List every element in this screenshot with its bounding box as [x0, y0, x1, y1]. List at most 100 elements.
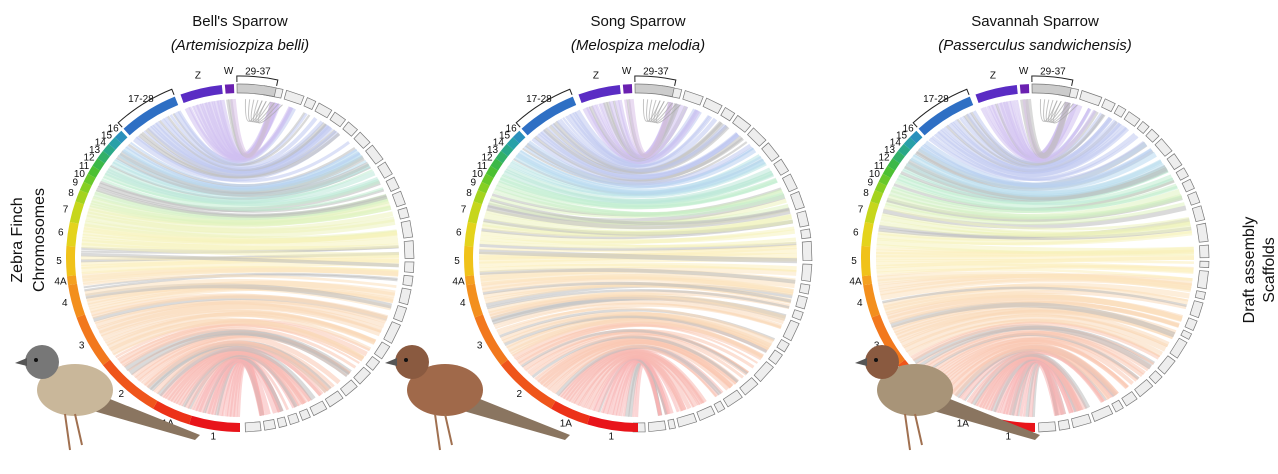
ribbon: [486, 289, 790, 310]
ribbon: [876, 239, 1194, 254]
scaffold: [739, 377, 759, 396]
ribbon: [104, 313, 372, 351]
ribbon: [932, 338, 1129, 389]
chromosome: [512, 130, 526, 144]
chromosome-label: 4A: [452, 276, 465, 287]
ribbon: [881, 212, 1191, 235]
panel-species: (Melospiza melodia): [571, 37, 705, 54]
ribbon: [257, 100, 283, 124]
bird-tail: [460, 395, 570, 440]
chromosome-label: 3: [79, 340, 85, 351]
chromosome: [68, 283, 85, 318]
scaffold: [377, 161, 393, 179]
chromosome: [102, 359, 158, 409]
chromosome-label: 8: [68, 188, 74, 199]
ribbon: [526, 140, 757, 189]
ribbon: [529, 333, 744, 379]
chromosome: [897, 143, 911, 157]
scaffold: [647, 420, 667, 433]
bird-body: [877, 364, 953, 416]
scaffold: [1187, 191, 1201, 206]
scaffold: [761, 142, 780, 162]
chromosome-label: 12: [879, 153, 891, 164]
scaffold: [287, 412, 300, 426]
ribbon: [889, 189, 1183, 220]
chromosome-label: 7: [461, 204, 467, 215]
chromosome-label: 1A: [560, 419, 573, 430]
ribbon: [911, 321, 1160, 362]
chromosome-label: 9: [73, 178, 79, 189]
ribbon: [502, 173, 778, 208]
ribbon: [921, 330, 1144, 378]
chromosome: [903, 137, 917, 150]
bird-illustration: [15, 345, 200, 451]
scaffold: [682, 90, 704, 106]
chromosome: [114, 130, 128, 144]
ribbon: [651, 99, 673, 123]
chromosome-label: 13: [884, 145, 896, 156]
chromosome-label: 29-37: [245, 67, 271, 78]
scaffold: [1091, 405, 1114, 422]
chromosome-label: 15: [499, 130, 511, 141]
chromosome: [87, 165, 101, 179]
chromosome: [864, 201, 879, 224]
ribbon: [140, 131, 341, 179]
scaffold: [776, 339, 790, 353]
scaffold: [353, 131, 371, 149]
chromosome-label: 16: [506, 124, 518, 135]
ribbon: [94, 301, 382, 333]
ribbon: [907, 159, 1168, 201]
ribbon: [881, 284, 1189, 302]
scaffold: [309, 400, 328, 417]
bird-body: [37, 364, 113, 416]
chromosome: [464, 275, 476, 286]
chromosome: [551, 400, 590, 425]
ribbon: [913, 153, 1163, 195]
chromosome: [500, 359, 556, 409]
chromosome: [102, 143, 116, 157]
ribbon: [655, 100, 681, 124]
ribbon: [157, 345, 316, 401]
chromosome-label: 15: [896, 130, 908, 141]
chromosome: [975, 84, 1018, 103]
ribbon: [109, 318, 365, 360]
chromosome-label: 4A: [849, 276, 862, 287]
ribbon: [81, 242, 399, 258]
ribbon: [877, 271, 1192, 291]
chromosome-label: 8: [466, 188, 472, 199]
scaffold: [1181, 178, 1195, 193]
ribbon: [480, 234, 797, 248]
scaffold: [790, 191, 805, 211]
chromosome: [474, 314, 508, 366]
chromosome-label: 16: [108, 124, 120, 135]
ribbon: [1052, 100, 1078, 124]
chromosome: [918, 96, 974, 136]
scaffold: [1113, 104, 1127, 118]
ribbon: [86, 211, 395, 234]
bracket: [912, 88, 970, 128]
chromosome-label: 14: [493, 138, 505, 149]
chromosome: [153, 400, 192, 425]
chromosome: [466, 283, 483, 318]
chromosome: [874, 181, 887, 194]
chromosome-label: 1A: [957, 419, 970, 430]
ribbon: [515, 324, 758, 364]
scaffold: [263, 419, 277, 431]
bird-illustration: [855, 345, 1040, 451]
chromosome-label: 3: [477, 340, 483, 351]
scaffold: [782, 319, 800, 342]
scaffold: [324, 390, 344, 408]
bracket: [1031, 75, 1074, 86]
chromosome-label: 13: [487, 145, 499, 156]
chromosome: [882, 165, 896, 179]
bird-eye: [874, 358, 878, 362]
ribbon: [880, 214, 1192, 238]
chromosome-label: 5: [851, 256, 857, 267]
ribbon: [80, 252, 399, 268]
scaffold: [329, 111, 347, 128]
ribbon: [903, 314, 1167, 353]
scaffold: [1079, 90, 1103, 107]
chromosome: [892, 150, 905, 164]
ribbon: [136, 135, 350, 183]
scaffold: [702, 97, 723, 115]
